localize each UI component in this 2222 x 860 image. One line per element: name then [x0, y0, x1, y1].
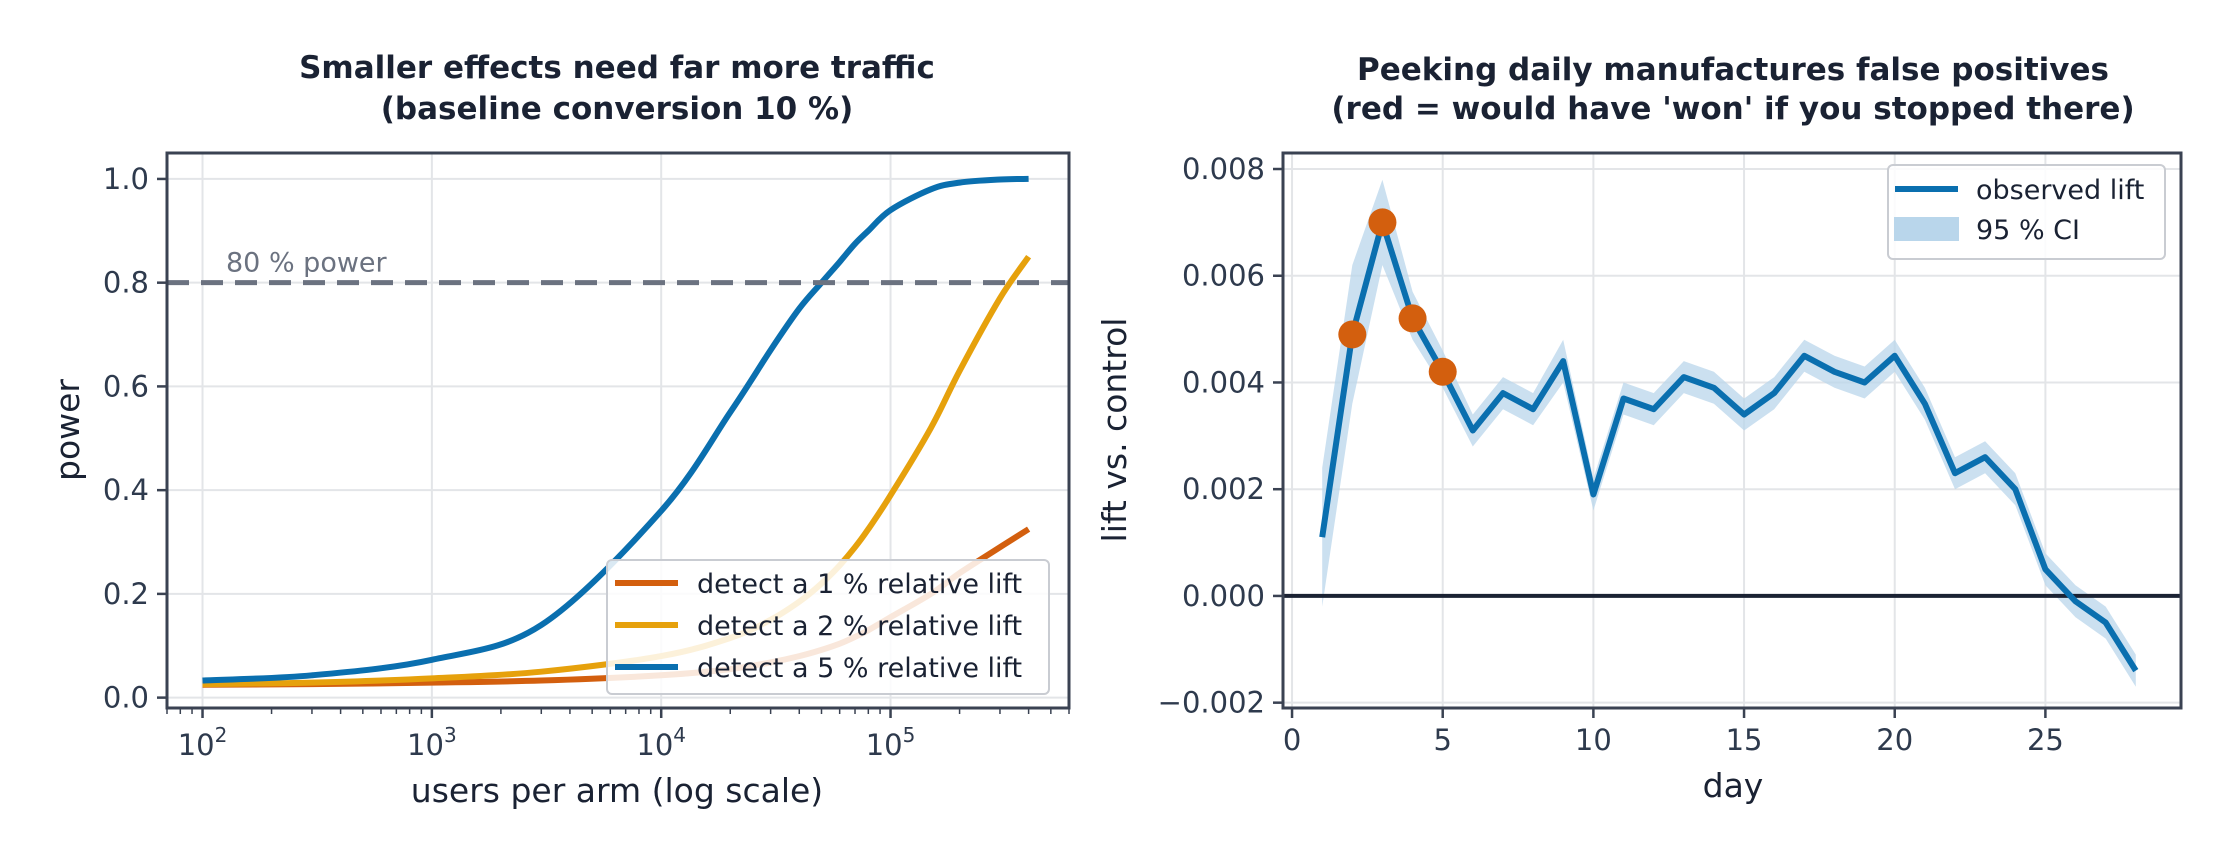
right-x-tick-label: 5	[1433, 723, 1451, 757]
power-curve-series-2	[202, 175, 1029, 684]
right-x-tick-label: 15	[1726, 723, 1763, 757]
left-plot-frame	[165, 151, 1071, 710]
right-y-ticks: −0.002 0.000 0.002 0.004 0.006 0.008	[1158, 152, 1283, 720]
left-y-tick-label: 0.0	[103, 681, 149, 715]
legend-label-2pct: detect a 2 % relative lift	[697, 611, 1022, 642]
legend-label-1pct: detect a 1 % relative lift	[697, 569, 1022, 600]
left-legend-box	[606, 559, 1050, 695]
left-x-axis-label: users per arm (log scale)	[411, 771, 823, 810]
legend-label-5pct: detect a 5 % relative lift	[697, 653, 1022, 684]
right-chart-subtitle: (red = would have 'won' if you stopped t…	[1331, 91, 2134, 127]
power-80-annotation: 80 % power	[226, 248, 388, 279]
left-y-tick-label: 0.4	[103, 473, 149, 507]
left-x-tick-label: 102	[178, 723, 228, 762]
right-x-tick-label: 0	[1283, 723, 1301, 757]
right-x-tick-label: 10	[1575, 723, 1612, 757]
right-x-tick-label: 20	[1876, 723, 1913, 757]
right-y-tick-label: −0.002	[1158, 686, 1265, 720]
left-y-ticks: 0.0 0.2 0.4 0.6 0.8 1.0	[103, 162, 167, 715]
left-chart-title: Smaller effects need far more traffic	[299, 50, 935, 86]
left-y-tick-label: 1.0	[103, 162, 149, 196]
right-y-tick-label: 0.004	[1182, 365, 1265, 399]
false-positive-point	[1368, 208, 1397, 237]
right-y-tick-label: 0.000	[1182, 579, 1265, 613]
power-chart: Smaller effects need far more traffic (b…	[48, 50, 1071, 810]
left-x-tick-label: 105	[866, 723, 916, 762]
right-y-tick-label: 0.006	[1182, 259, 1265, 293]
left-x-ticks: 102 103 104 105	[166, 708, 1070, 762]
peeking-chart: Peeking daily manufactures false positiv…	[1095, 52, 2183, 805]
legend-label-observed-lift: observed lift	[1976, 175, 2144, 206]
left-y-tick-label: 0.6	[103, 369, 149, 403]
left-y-axis-label: power	[48, 379, 87, 481]
left-chart-subtitle: (baseline conversion 10 %)	[381, 91, 854, 127]
observed-lift-line	[1319, 219, 2139, 673]
false-positive-points	[1338, 208, 1457, 386]
left-x-tick-label: 104	[636, 723, 686, 762]
right-x-axis-label: day	[1703, 766, 1764, 805]
legend-label-ci: 95 % CI	[1976, 215, 2080, 246]
right-y-tick-label: 0.008	[1182, 152, 1265, 186]
right-x-ticks: 0 5 10 15 20 25	[1283, 708, 2064, 757]
right-chart-title: Peeking daily manufactures false positiv…	[1357, 52, 2109, 88]
left-legend: detect a 1 % relative lift detect a 2 % …	[606, 559, 1050, 695]
right-x-tick-label: 25	[2027, 723, 2064, 757]
false-positive-point	[1428, 357, 1457, 386]
left-y-tick-label: 0.2	[103, 577, 149, 611]
false-positive-point	[1338, 320, 1367, 349]
false-positive-point	[1398, 304, 1427, 333]
right-y-tick-label: 0.002	[1182, 472, 1265, 506]
right-plot-frame	[1281, 151, 2183, 710]
left-x-tick-label: 103	[407, 723, 457, 762]
right-y-axis-label: lift vs. control	[1095, 318, 1134, 543]
right-legend: observed lift 95 % CI	[1887, 164, 2166, 260]
legend-swatch-ci	[1894, 217, 1959, 241]
right-series-lines	[1319, 219, 2139, 673]
left-y-tick-label: 0.8	[103, 266, 149, 300]
